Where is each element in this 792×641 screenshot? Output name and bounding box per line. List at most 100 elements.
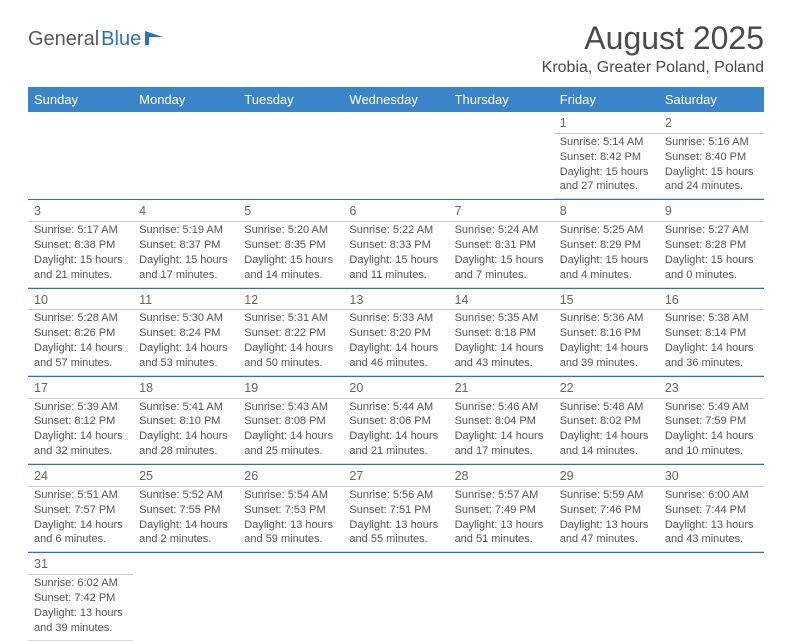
calendar-cell: 3Sunrise: 5:17 AMSunset: 8:38 PMDaylight… xyxy=(28,200,133,287)
day-number: 22 xyxy=(554,380,659,399)
sunrise-text: Sunrise: 6:00 AM xyxy=(665,488,758,503)
sunset-text: Sunset: 8:26 PM xyxy=(34,326,127,341)
daylight1-text: Daylight: 15 hours xyxy=(665,253,758,268)
sunset-text: Sunset: 8:16 PM xyxy=(560,326,653,341)
daylight2-text: and 14 minutes. xyxy=(244,268,337,283)
daylight2-text: and 17 minutes. xyxy=(139,268,232,283)
calendar-cell xyxy=(343,553,448,640)
daylight1-text: Daylight: 14 hours xyxy=(139,518,232,533)
calendar-cell: 8Sunrise: 5:25 AMSunset: 8:29 PMDaylight… xyxy=(554,200,659,287)
daylight2-text: and 4 minutes. xyxy=(560,268,653,283)
daylight1-text: Daylight: 15 hours xyxy=(244,253,337,268)
sunset-text: Sunset: 8:14 PM xyxy=(665,326,758,341)
daylight1-text: Daylight: 14 hours xyxy=(665,429,758,444)
day-header: Wednesday xyxy=(343,87,448,112)
sunrise-text: Sunrise: 5:52 AM xyxy=(139,488,232,503)
sunrise-text: Sunrise: 5:16 AM xyxy=(665,135,758,150)
day-number: 1 xyxy=(554,115,659,134)
daylight1-text: Daylight: 13 hours xyxy=(349,518,442,533)
daylight2-text: and 2 minutes. xyxy=(139,532,232,547)
calendar-cell: 19Sunrise: 5:43 AMSunset: 8:08 PMDayligh… xyxy=(238,377,343,464)
calendar-cell: 2Sunrise: 5:16 AMSunset: 8:40 PMDaylight… xyxy=(659,112,764,199)
day-number: 18 xyxy=(133,380,238,399)
sunset-text: Sunset: 8:08 PM xyxy=(244,414,337,429)
brand-logo: General Blue xyxy=(28,28,167,51)
sunrise-text: Sunrise: 5:43 AM xyxy=(244,400,337,415)
daylight2-text: and 53 minutes. xyxy=(139,356,232,371)
daylight2-text: and 17 minutes. xyxy=(455,444,548,459)
calendar-row: 10Sunrise: 5:28 AMSunset: 8:26 PMDayligh… xyxy=(28,289,764,377)
sunset-text: Sunset: 8:12 PM xyxy=(34,414,127,429)
daylight2-text: and 21 minutes. xyxy=(34,268,127,283)
sunset-text: Sunset: 8:18 PM xyxy=(455,326,548,341)
daylight1-text: Daylight: 14 hours xyxy=(455,429,548,444)
daylight1-text: Daylight: 14 hours xyxy=(349,341,442,356)
day-number: 20 xyxy=(343,380,448,399)
daylight1-text: Daylight: 15 hours xyxy=(455,253,548,268)
daylight1-text: Daylight: 14 hours xyxy=(455,341,548,356)
calendar-cell xyxy=(133,553,238,640)
daylight1-text: Daylight: 15 hours xyxy=(34,253,127,268)
sunrise-text: Sunrise: 5:30 AM xyxy=(139,311,232,326)
sunset-text: Sunset: 8:06 PM xyxy=(349,414,442,429)
daylight2-text: and 28 minutes. xyxy=(139,444,232,459)
daylight2-text: and 59 minutes. xyxy=(244,532,337,547)
calendar-cell: 23Sunrise: 5:49 AMSunset: 7:59 PMDayligh… xyxy=(659,377,764,464)
calendar-cell: 26Sunrise: 5:54 AMSunset: 7:53 PMDayligh… xyxy=(238,465,343,552)
calendar-cell: 24Sunrise: 5:51 AMSunset: 7:57 PMDayligh… xyxy=(28,465,133,552)
daylight2-text: and 39 minutes. xyxy=(34,621,127,636)
daylight2-text: and 47 minutes. xyxy=(560,532,653,547)
day-header: Thursday xyxy=(449,87,554,112)
daylight1-text: Daylight: 15 hours xyxy=(560,253,653,268)
day-number: 27 xyxy=(343,468,448,487)
sunrise-text: Sunrise: 5:57 AM xyxy=(455,488,548,503)
daylight1-text: Daylight: 13 hours xyxy=(455,518,548,533)
daylight1-text: Daylight: 14 hours xyxy=(665,341,758,356)
sunset-text: Sunset: 7:44 PM xyxy=(665,503,758,518)
sunrise-text: Sunrise: 5:36 AM xyxy=(560,311,653,326)
day-number: 9 xyxy=(659,203,764,222)
title-block: August 2025 Krobia, Greater Poland, Pola… xyxy=(542,20,764,77)
sunrise-text: Sunrise: 5:41 AM xyxy=(139,400,232,415)
day-number: 5 xyxy=(238,203,343,222)
sunset-text: Sunset: 8:29 PM xyxy=(560,238,653,253)
daylight1-text: Daylight: 14 hours xyxy=(139,341,232,356)
calendar-cell: 25Sunrise: 5:52 AMSunset: 7:55 PMDayligh… xyxy=(133,465,238,552)
sunrise-text: Sunrise: 5:39 AM xyxy=(34,400,127,415)
calendar-cell: 1Sunrise: 5:14 AMSunset: 8:42 PMDaylight… xyxy=(554,112,659,199)
sunrise-text: Sunrise: 6:02 AM xyxy=(34,576,127,591)
calendar-cell: 27Sunrise: 5:56 AMSunset: 7:51 PMDayligh… xyxy=(343,465,448,552)
sunrise-text: Sunrise: 5:46 AM xyxy=(455,400,548,415)
sunset-text: Sunset: 7:55 PM xyxy=(139,503,232,518)
day-number: 8 xyxy=(554,203,659,222)
sunrise-text: Sunrise: 5:51 AM xyxy=(34,488,127,503)
daylight1-text: Daylight: 14 hours xyxy=(34,429,127,444)
daylight2-text: and 55 minutes. xyxy=(349,532,442,547)
sunset-text: Sunset: 8:33 PM xyxy=(349,238,442,253)
sunrise-text: Sunrise: 5:44 AM xyxy=(349,400,442,415)
sunrise-text: Sunrise: 5:20 AM xyxy=(244,223,337,238)
daylight1-text: Daylight: 14 hours xyxy=(349,429,442,444)
sunrise-text: Sunrise: 5:14 AM xyxy=(560,135,653,150)
day-number: 19 xyxy=(238,380,343,399)
daylight2-text: and 11 minutes. xyxy=(349,268,442,283)
daylight1-text: Daylight: 15 hours xyxy=(560,165,653,180)
day-number: 6 xyxy=(343,203,448,222)
daylight1-text: Daylight: 14 hours xyxy=(244,341,337,356)
day-number: 21 xyxy=(449,380,554,399)
day-number: 30 xyxy=(659,468,764,487)
daylight2-text: and 14 minutes. xyxy=(560,444,653,459)
daylight1-text: Daylight: 14 hours xyxy=(34,341,127,356)
sunrise-text: Sunrise: 5:38 AM xyxy=(665,311,758,326)
sunrise-text: Sunrise: 5:19 AM xyxy=(139,223,232,238)
day-header: Monday xyxy=(133,87,238,112)
daylight1-text: Daylight: 13 hours xyxy=(560,518,653,533)
calendar-cell: 15Sunrise: 5:36 AMSunset: 8:16 PMDayligh… xyxy=(554,289,659,376)
calendar-cell: 10Sunrise: 5:28 AMSunset: 8:26 PMDayligh… xyxy=(28,289,133,376)
sunset-text: Sunset: 8:42 PM xyxy=(560,150,653,165)
calendar-header-row: Sunday Monday Tuesday Wednesday Thursday… xyxy=(28,87,764,112)
sunset-text: Sunset: 7:49 PM xyxy=(455,503,548,518)
sunset-text: Sunset: 7:46 PM xyxy=(560,503,653,518)
day-number: 12 xyxy=(238,292,343,311)
daylight1-text: Daylight: 14 hours xyxy=(244,429,337,444)
